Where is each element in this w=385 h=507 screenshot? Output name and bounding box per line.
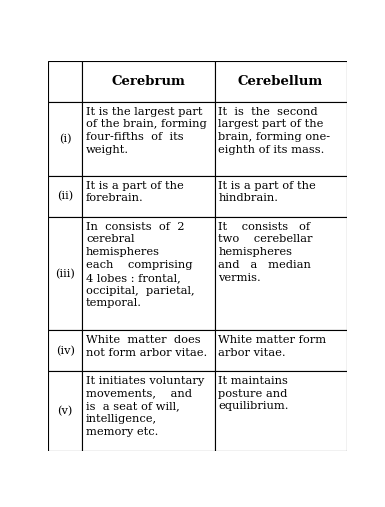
Bar: [214, 176, 346, 217]
Text: (iv): (iv): [56, 346, 75, 356]
Bar: [214, 330, 346, 371]
Text: It    consists   of
two    cerebellar
hemispheres
and   a   median
vermis.: It consists of two cerebellar hemisphere…: [218, 222, 313, 283]
Bar: [214, 371, 346, 451]
Text: White  matter  does
not form arbor vitae.: White matter does not form arbor vitae.: [86, 335, 207, 358]
Text: (iii): (iii): [55, 268, 75, 279]
Text: It is the largest part
of the brain, forming
four-fifths  of  its
weight.: It is the largest part of the brain, for…: [86, 106, 207, 155]
Text: It maintains
posture and
equilibrium.: It maintains posture and equilibrium.: [218, 376, 289, 412]
Bar: [82, 371, 214, 451]
Bar: [48, 217, 82, 330]
Text: (i): (i): [59, 134, 72, 144]
Text: In  consists  of  2
cerebral
hemispheres
each    comprising
4 lobes : frontal,
o: In consists of 2 cerebral hemispheres ea…: [86, 222, 195, 308]
Bar: [82, 217, 214, 330]
Bar: [48, 330, 82, 371]
Bar: [48, 61, 82, 102]
Text: Cerebrum: Cerebrum: [112, 75, 186, 88]
Bar: [82, 176, 214, 217]
Bar: [82, 330, 214, 371]
Text: Cerebellum: Cerebellum: [238, 75, 323, 88]
Text: (v): (v): [58, 406, 73, 416]
Text: White matter form
arbor vitae.: White matter form arbor vitae.: [218, 335, 326, 358]
Text: It is a part of the
hindbrain.: It is a part of the hindbrain.: [218, 180, 316, 203]
Text: It initiates voluntary
movements,    and
is  a seat of will,
intelligence,
memor: It initiates voluntary movements, and is…: [86, 376, 204, 437]
Bar: [82, 61, 214, 102]
Bar: [214, 217, 346, 330]
Bar: [48, 176, 82, 217]
Bar: [48, 371, 82, 451]
Bar: [214, 102, 346, 176]
Bar: [82, 102, 214, 176]
Text: It is a part of the
forebrain.: It is a part of the forebrain.: [86, 180, 184, 203]
Bar: [214, 61, 346, 102]
Text: It  is  the  second
largest part of the
brain, forming one-
eighth of its mass.: It is the second largest part of the bra…: [218, 106, 330, 155]
Bar: [48, 102, 82, 176]
Text: (ii): (ii): [57, 191, 74, 202]
